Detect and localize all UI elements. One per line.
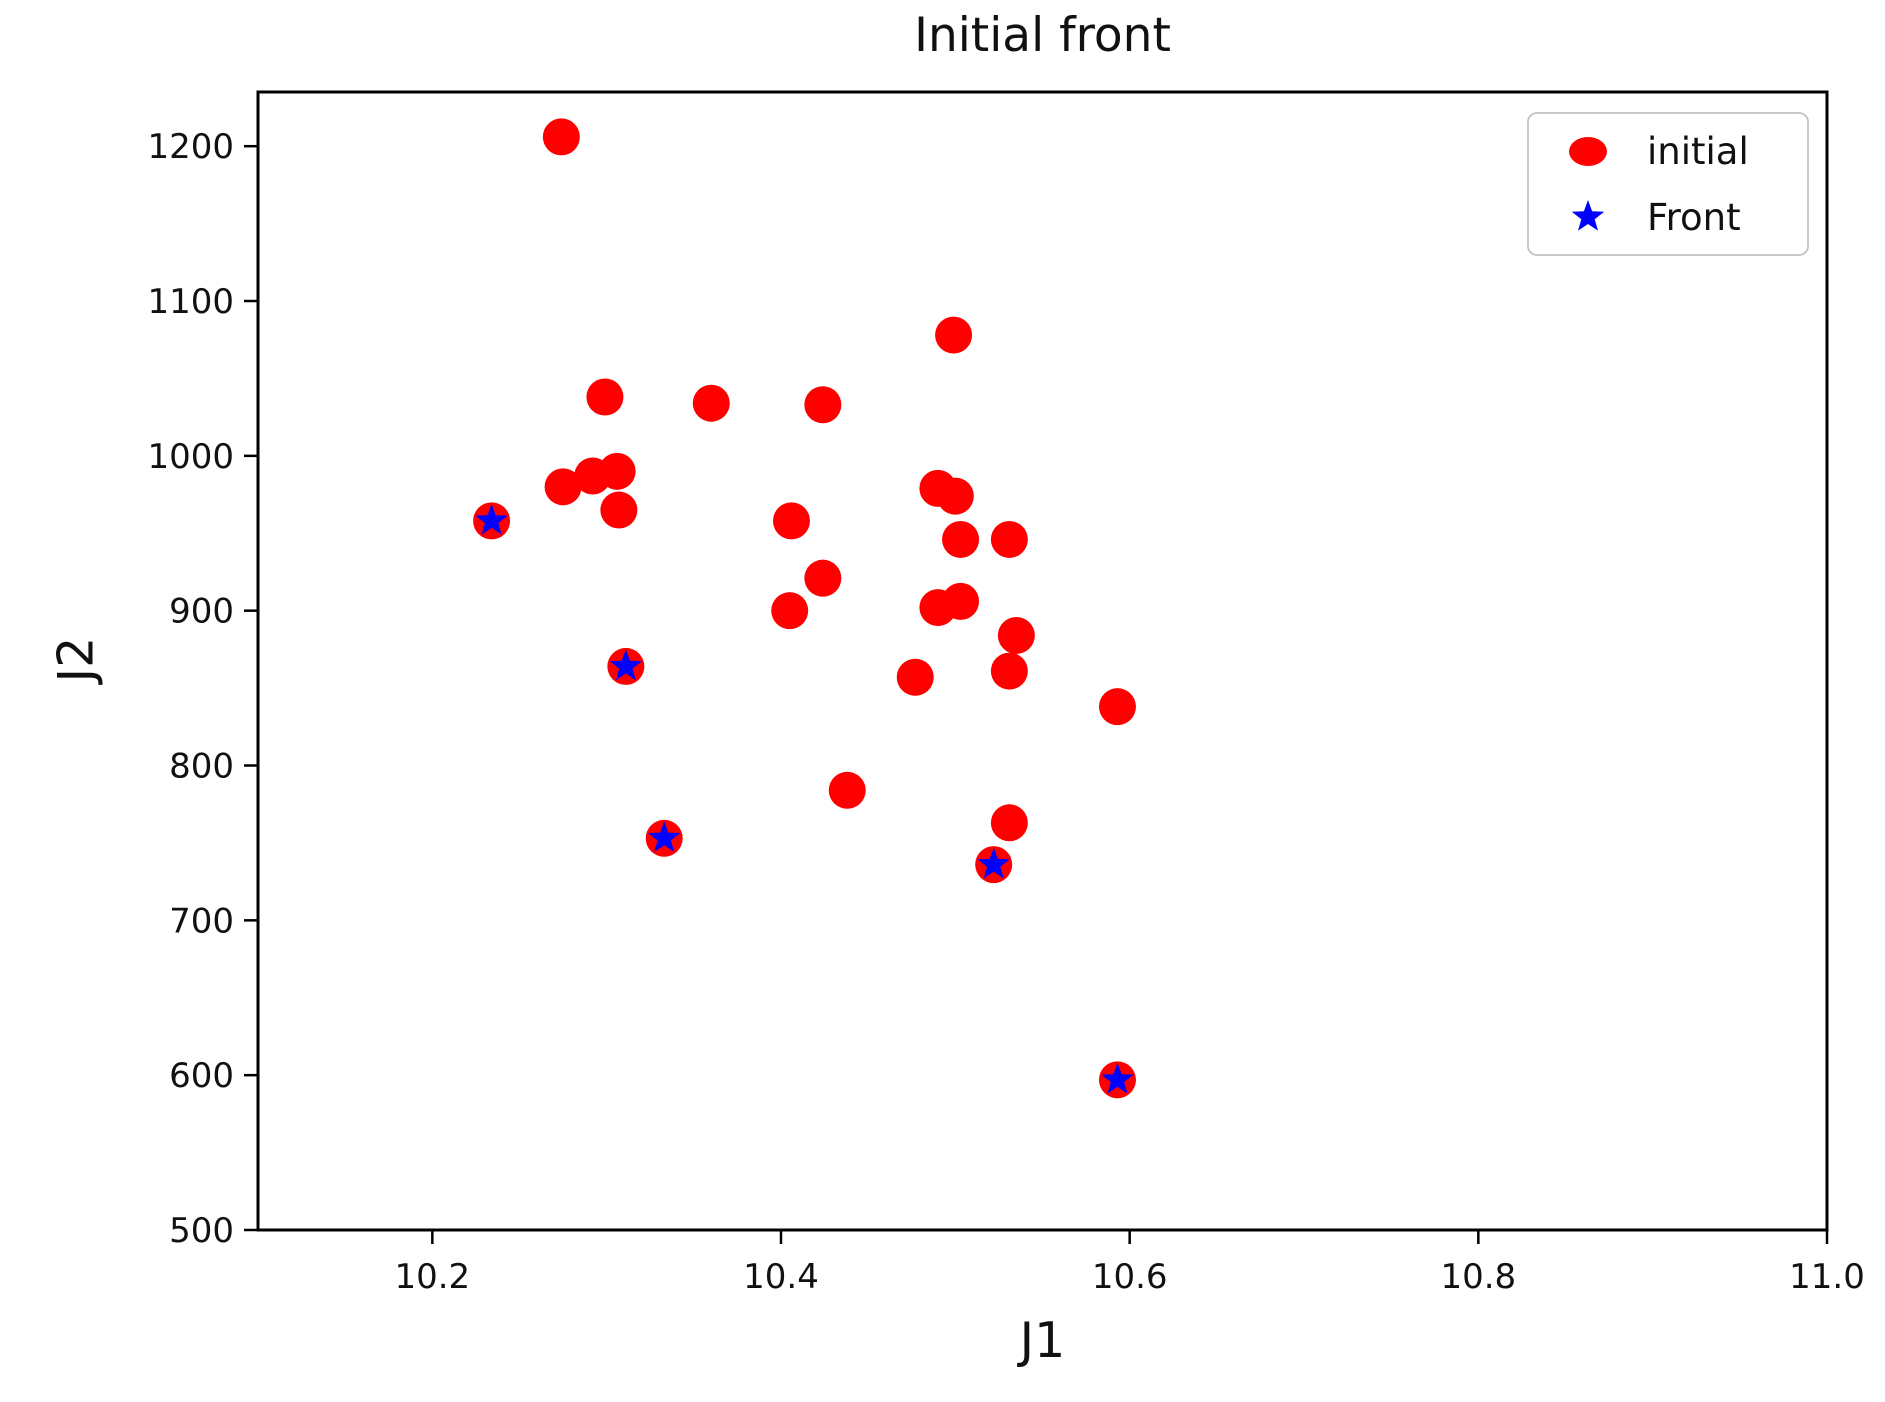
y-tick-label: 800 bbox=[169, 747, 234, 787]
y-tick-label: 900 bbox=[169, 592, 234, 632]
scatter-point-initial bbox=[692, 384, 730, 422]
legend: initial Front bbox=[1527, 112, 1809, 256]
y-axis-label: J2 bbox=[47, 636, 105, 683]
y-tick-label: 700 bbox=[169, 901, 234, 941]
legend-label-front: Front bbox=[1647, 195, 1741, 239]
x-tick-label: 10.6 bbox=[1092, 1257, 1168, 1297]
legend-marker-cell bbox=[1529, 136, 1647, 166]
scatter-point-initial bbox=[896, 658, 934, 696]
scatter-point-front-star bbox=[609, 649, 642, 681]
scatter-point-front-star bbox=[1101, 1062, 1134, 1094]
scatter-point-front-star bbox=[977, 847, 1010, 879]
scatter-point-initial bbox=[942, 582, 980, 620]
scatter-point-initial bbox=[772, 502, 810, 540]
y-tick-label: 1100 bbox=[147, 282, 234, 322]
legend-entry-front: Front bbox=[1529, 184, 1807, 250]
scatter-point-initial bbox=[942, 520, 980, 558]
legend-marker-cell bbox=[1529, 197, 1647, 237]
scatter-point-front-star bbox=[648, 821, 681, 852]
legend-label-initial: initial bbox=[1647, 129, 1749, 173]
scatter-point-initial bbox=[598, 452, 636, 490]
scatter-point-initial bbox=[586, 378, 624, 416]
scatter-point-initial bbox=[804, 386, 842, 424]
scatter-point-initial bbox=[804, 559, 842, 597]
initial-dot-icon bbox=[1569, 136, 1607, 166]
scatter-point-initial bbox=[935, 316, 973, 354]
scatter-point-initial bbox=[997, 616, 1035, 654]
x-tick-label: 10.4 bbox=[743, 1257, 819, 1297]
scatter-point-initial bbox=[544, 468, 582, 506]
legend-entry-initial: initial bbox=[1529, 118, 1807, 184]
scatter-point-initial bbox=[990, 652, 1028, 690]
x-axis-label: J1 bbox=[1019, 1312, 1066, 1369]
y-tick-label: 1000 bbox=[147, 437, 234, 477]
scatter-point-initial bbox=[990, 804, 1028, 842]
y-tick-label: 1200 bbox=[147, 127, 234, 167]
scatter-point-initial bbox=[1098, 688, 1136, 726]
x-tick-label: 11.0 bbox=[1789, 1257, 1865, 1297]
chart-title: Initial front bbox=[914, 8, 1171, 63]
scatter-point-initial bbox=[600, 491, 638, 529]
y-tick-label: 500 bbox=[169, 1211, 234, 1251]
scatter-point-initial bbox=[828, 771, 866, 809]
scatter-point-front-star bbox=[475, 503, 508, 535]
scatter-point-initial bbox=[542, 118, 580, 156]
scatter-point-initial bbox=[936, 477, 974, 515]
scatter-point-initial bbox=[990, 520, 1028, 558]
front-star-icon bbox=[1571, 200, 1605, 231]
plot-spines bbox=[256, 90, 1829, 1232]
y-tick-label: 600 bbox=[169, 1056, 234, 1096]
x-tick-label: 10.2 bbox=[394, 1257, 470, 1297]
scatter-point-initial bbox=[771, 592, 809, 630]
x-tick-label: 10.8 bbox=[1440, 1257, 1516, 1297]
